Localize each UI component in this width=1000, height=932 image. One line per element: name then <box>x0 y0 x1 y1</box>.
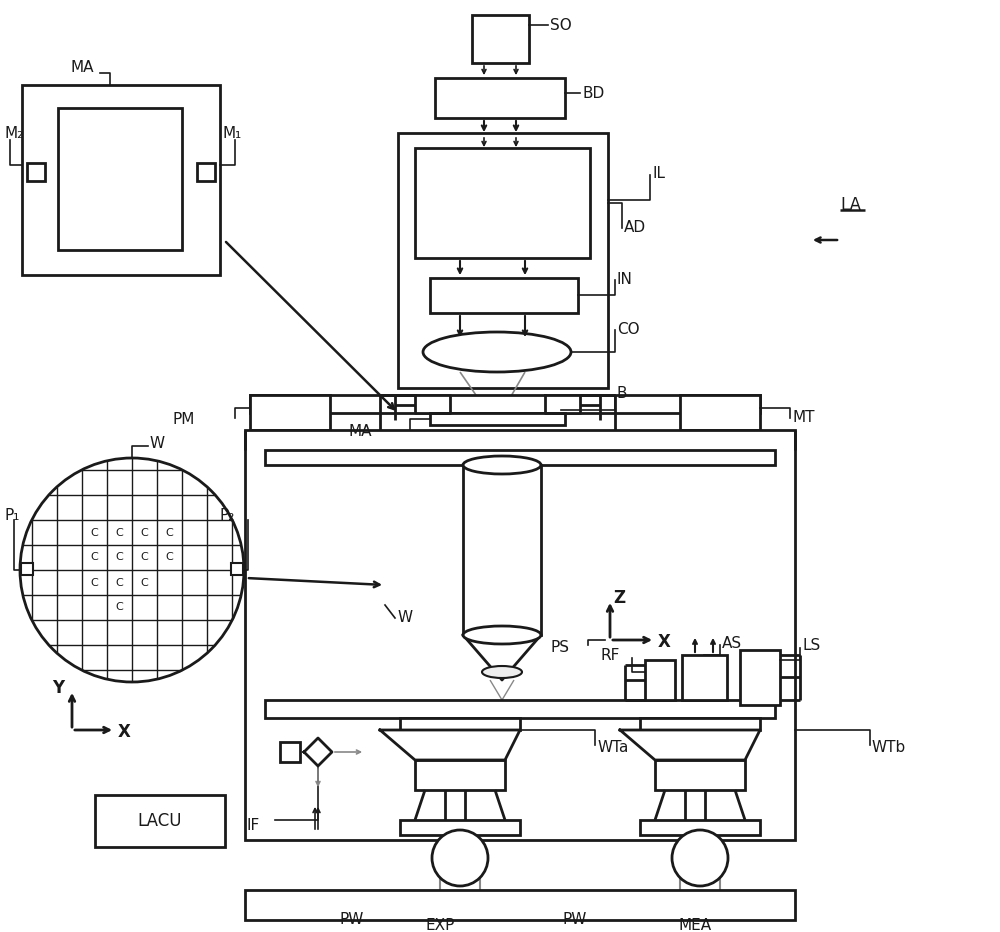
Text: IN: IN <box>617 272 633 287</box>
Text: PW: PW <box>563 912 587 927</box>
Text: MEA: MEA <box>678 917 712 932</box>
Bar <box>245 430 795 840</box>
Text: C: C <box>141 578 148 587</box>
Ellipse shape <box>482 666 522 678</box>
Text: W: W <box>150 435 165 450</box>
Bar <box>415 148 590 258</box>
Bar <box>415 760 505 790</box>
Circle shape <box>20 458 244 682</box>
Circle shape <box>672 830 728 886</box>
Bar <box>58 108 182 250</box>
Text: X: X <box>118 723 131 741</box>
Text: W: W <box>398 610 413 625</box>
Text: C: C <box>91 528 98 538</box>
Circle shape <box>432 830 488 886</box>
Text: LA: LA <box>840 196 861 214</box>
Bar <box>250 395 330 430</box>
Text: P₂: P₂ <box>220 508 235 523</box>
Text: C: C <box>141 528 148 538</box>
Text: C: C <box>166 553 173 563</box>
Text: IL: IL <box>652 166 665 181</box>
Bar <box>740 650 780 705</box>
Bar <box>640 718 760 730</box>
Text: WTb: WTb <box>872 739 906 755</box>
Bar <box>95 795 225 847</box>
Bar <box>265 450 775 465</box>
Text: C: C <box>91 578 98 587</box>
Bar <box>645 660 675 700</box>
Text: PW: PW <box>340 912 364 927</box>
Text: RF: RF <box>601 648 620 663</box>
Text: PM: PM <box>173 413 195 428</box>
Text: AS: AS <box>722 636 742 651</box>
Text: C: C <box>91 553 98 563</box>
Text: MT: MT <box>792 410 814 426</box>
Text: P₁: P₁ <box>5 508 20 523</box>
Bar <box>197 163 215 181</box>
Bar <box>265 700 775 718</box>
Ellipse shape <box>463 626 541 644</box>
Text: MA: MA <box>349 424 372 440</box>
Bar <box>245 890 795 920</box>
Polygon shape <box>620 730 760 760</box>
Bar <box>682 655 727 700</box>
Bar <box>430 413 565 425</box>
Polygon shape <box>545 395 580 413</box>
Polygon shape <box>380 730 520 760</box>
Text: EXP: EXP <box>425 917 455 932</box>
Bar <box>430 278 578 313</box>
Text: Z: Z <box>613 589 625 607</box>
Bar <box>22 85 220 275</box>
Text: WTa: WTa <box>597 739 628 755</box>
Text: X: X <box>658 633 671 651</box>
Bar <box>400 820 520 835</box>
Polygon shape <box>415 395 450 413</box>
Text: B: B <box>617 386 628 401</box>
Text: CO: CO <box>617 322 640 337</box>
Bar <box>250 395 760 413</box>
Ellipse shape <box>463 456 541 474</box>
Text: C: C <box>141 553 148 563</box>
Text: BD: BD <box>582 86 604 101</box>
Text: LS: LS <box>802 638 820 653</box>
Bar <box>435 78 565 118</box>
Bar <box>27 163 45 181</box>
Polygon shape <box>304 738 332 766</box>
Text: C: C <box>116 578 123 587</box>
Bar <box>655 760 745 790</box>
Bar <box>231 563 243 575</box>
Text: IF: IF <box>247 817 260 832</box>
Text: M₂: M₂ <box>5 127 24 142</box>
Bar <box>280 742 300 762</box>
Bar <box>21 563 33 575</box>
Bar <box>640 820 760 835</box>
Text: Y: Y <box>52 679 64 697</box>
Bar <box>680 395 760 430</box>
Text: C: C <box>166 528 173 538</box>
Text: M₁: M₁ <box>222 127 241 142</box>
Text: C: C <box>116 553 123 563</box>
Text: SO: SO <box>550 18 572 33</box>
Text: C: C <box>116 528 123 538</box>
Bar <box>400 718 520 730</box>
Text: LACU: LACU <box>138 812 182 830</box>
Text: PS: PS <box>551 639 570 654</box>
Bar <box>472 15 529 63</box>
Polygon shape <box>463 635 541 680</box>
Bar <box>463 465 541 635</box>
Ellipse shape <box>423 332 571 372</box>
Text: AD: AD <box>624 221 646 236</box>
Text: C: C <box>116 602 123 612</box>
Text: MA: MA <box>70 61 94 75</box>
Bar <box>398 133 608 388</box>
